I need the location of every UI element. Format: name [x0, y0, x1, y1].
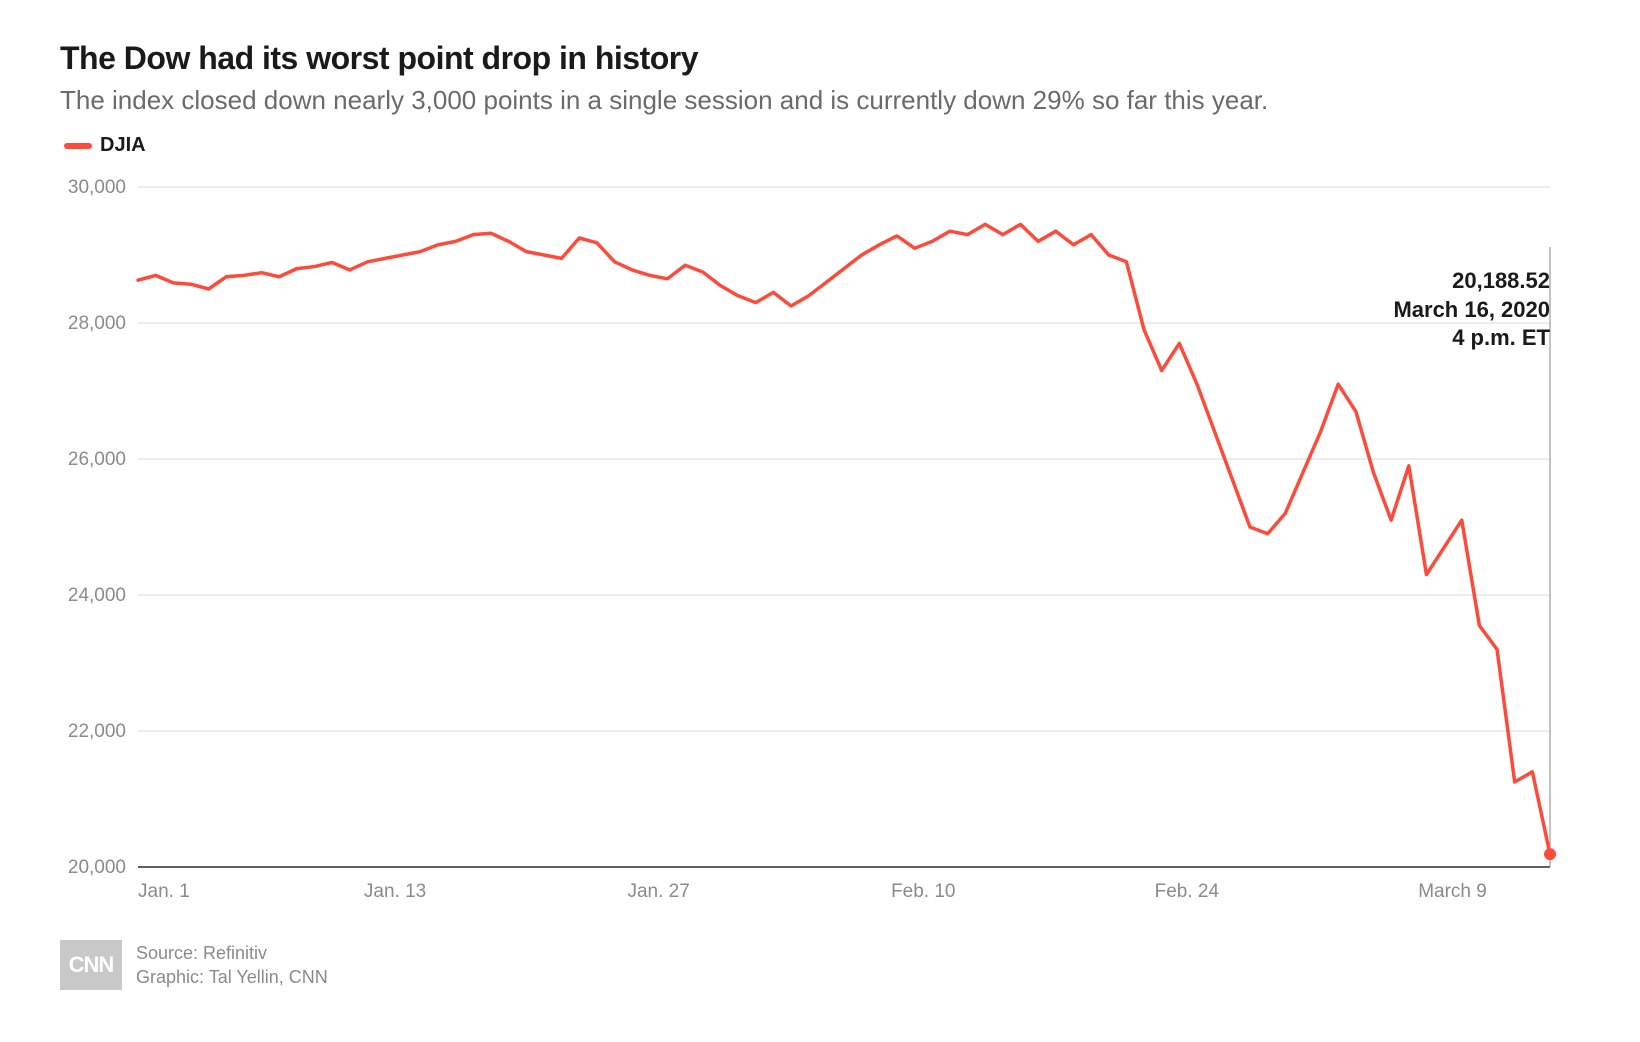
chart-subtitle: The index closed down nearly 3,000 point…	[60, 85, 1580, 116]
svg-text:30,000: 30,000	[68, 177, 126, 198]
annotation-value: 20,188.52	[1393, 267, 1550, 296]
svg-text:Feb. 24: Feb. 24	[1155, 881, 1220, 902]
legend-label: DJIA	[100, 134, 146, 157]
cnn-logo: CNN	[60, 940, 122, 990]
svg-text:26,000: 26,000	[68, 449, 126, 470]
svg-text:March 9: March 9	[1418, 881, 1487, 902]
svg-text:24,000: 24,000	[68, 585, 126, 606]
svg-text:22,000: 22,000	[68, 721, 126, 742]
cnn-logo-text: CNN	[69, 952, 114, 978]
footer-text: Source: Refinitiv Graphic: Tal Yellin, C…	[136, 941, 328, 990]
annotation-time: 4 p.m. ET	[1393, 324, 1550, 353]
annotation-date: March 16, 2020	[1393, 296, 1550, 325]
source-line: Source: Refinitiv	[136, 941, 328, 965]
svg-text:Jan. 27: Jan. 27	[627, 881, 689, 902]
chart-footer: CNN Source: Refinitiv Graphic: Tal Yelli…	[60, 940, 1580, 990]
graphic-credit: Graphic: Tal Yellin, CNN	[136, 965, 328, 989]
line-chart: 20,000 22,000 24,000 26,000 28,000 30,000 Jan.…	[60, 167, 1580, 917]
svg-text:20,000: 20,000	[68, 857, 126, 878]
svg-text:Jan. 13: Jan. 13	[364, 881, 426, 902]
endpoint-annotation: 20,188.52 March 16, 2020 4 p.m. ET	[1393, 267, 1550, 353]
chart-title: The Dow had its worst point drop in hist…	[60, 40, 1580, 77]
svg-text:Jan. 1: Jan. 1	[138, 881, 190, 902]
svg-text:Feb. 10: Feb. 10	[891, 881, 955, 902]
legend-swatch	[64, 143, 92, 149]
legend: DJIA	[64, 134, 1580, 157]
svg-text:28,000: 28,000	[68, 313, 126, 334]
chart-area: 20,000 22,000 24,000 26,000 28,000 30,000 Jan.…	[60, 167, 1580, 922]
